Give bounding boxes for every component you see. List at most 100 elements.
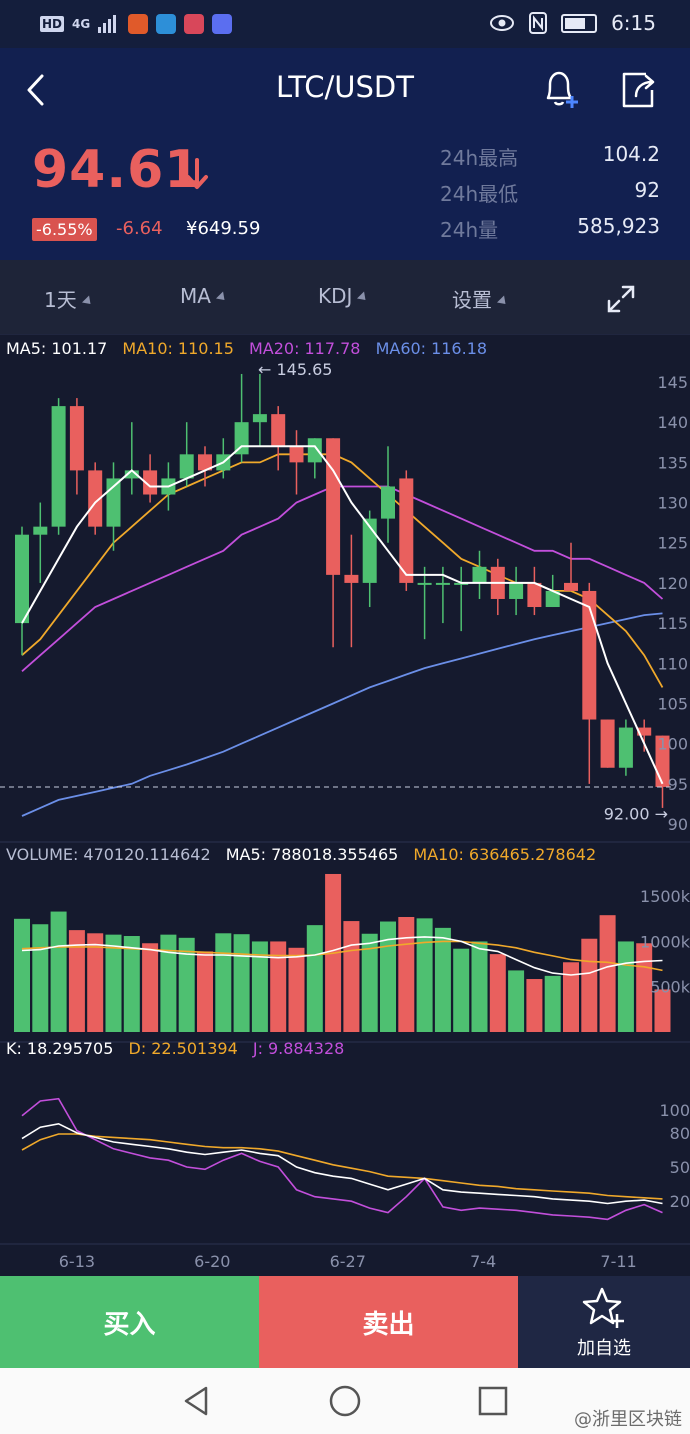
- buy-button[interactable]: 买入: [0, 1276, 259, 1368]
- stat-low-label: 24h最低: [440, 182, 519, 206]
- price-tick-label: 145: [657, 373, 688, 392]
- volume-bar: [160, 934, 177, 1032]
- volume-bar: [87, 933, 104, 1032]
- min-price-label: 92.00 →: [604, 804, 668, 823]
- volume-ma5-label: MA5:: [226, 845, 266, 864]
- volume-bar: [544, 975, 561, 1032]
- price-tick-label: 95: [668, 775, 688, 794]
- kdj-j-line: [21, 1097, 663, 1221]
- volume-bar: [14, 918, 30, 1032]
- candle-body: [69, 406, 84, 471]
- kdj-legend: K: 18.295705 D: 22.501394 J: 9.884328: [6, 1039, 344, 1058]
- tab-ma[interactable]: MA: [180, 284, 228, 308]
- chart-toolbar: [0, 260, 690, 334]
- ma60-label: MA60:: [376, 339, 427, 358]
- date-tick-label: 6-13: [59, 1252, 95, 1271]
- price-tick-label: 110: [657, 654, 688, 673]
- dropdown-icon: [215, 291, 228, 304]
- candle-body: [381, 486, 395, 519]
- kline-chart[interactable]: 145 140 135 130 125 120 115 110 105 100 95 90 1500k…: [0, 334, 690, 1276]
- nav-back-icon[interactable]: [180, 1384, 214, 1418]
- price-tick-label: 140: [657, 413, 688, 432]
- candle-body: [545, 590, 560, 608]
- ma20-value: 117.78: [304, 339, 360, 358]
- candle-body: [326, 438, 341, 575]
- price-tick-label: 100: [657, 735, 688, 754]
- back-arrow-icon[interactable]: [22, 70, 52, 110]
- kdj-k-line: [21, 1122, 663, 1205]
- watermark: @浙里区块链: [574, 1409, 682, 1430]
- candle-body: [509, 582, 524, 599]
- d-value: 22.501394: [151, 1039, 238, 1058]
- candle-body: [15, 534, 29, 624]
- price-tick-label: 135: [657, 453, 688, 472]
- candle-body: [362, 518, 377, 583]
- tab-ma-label: MA: [180, 284, 211, 308]
- volume-bar: [654, 989, 671, 1032]
- last-price: 94.61: [32, 140, 202, 200]
- status-time: 6:15: [611, 11, 656, 35]
- candle-body: [252, 414, 267, 423]
- ma5-value: 101.17: [51, 339, 107, 358]
- cny-price: ¥649.59: [186, 218, 261, 239]
- candle-body: [344, 574, 359, 583]
- stat-volume-value: 585,923: [577, 214, 660, 238]
- fullscreen-icon[interactable]: [606, 284, 636, 314]
- price-tick-label: 120: [657, 574, 688, 593]
- candle-body: [51, 406, 66, 527]
- volume-tick-label: 1000k: [640, 932, 690, 951]
- volume-bar: [270, 941, 287, 1032]
- volume-bar: [434, 927, 451, 1032]
- nav-home-icon[interactable]: [328, 1384, 362, 1418]
- candle-body: [582, 590, 597, 720]
- volume-bar: [380, 921, 396, 1032]
- battery-icon: [561, 13, 598, 33]
- tab-settings-label: 设置: [452, 288, 492, 312]
- max-price-label: ← 145.65: [258, 360, 332, 379]
- hd-badge: HD: [40, 16, 65, 32]
- volume-ma5-value: 788018.355465: [271, 845, 398, 864]
- ma20-label: MA20:: [249, 339, 300, 358]
- volume-ma5-line: [21, 936, 663, 976]
- stat-low-value: 92: [634, 178, 660, 202]
- network-indicator: 4G: [72, 17, 91, 31]
- candle-body: [637, 727, 652, 736]
- candle-body: [271, 414, 286, 447]
- ma10-line: [21, 453, 664, 688]
- volume-bar: [563, 962, 579, 1032]
- volume-bar: [50, 911, 67, 1032]
- page-title: LTC/USDT: [276, 70, 414, 104]
- candle-body: [307, 438, 322, 463]
- tab-kdj[interactable]: KDJ: [318, 284, 370, 308]
- bell-add-alert-icon[interactable]: [540, 68, 580, 112]
- sell-button[interactable]: 卖出: [259, 1276, 518, 1368]
- price-tick-label: 125: [657, 534, 688, 553]
- candle-body: [618, 727, 633, 768]
- volume-bar: [453, 948, 470, 1032]
- kdj-tick-label: 50: [670, 1158, 690, 1177]
- app-notification-icon: [184, 14, 205, 34]
- date-tick-label: 7-11: [600, 1252, 636, 1271]
- ma-legend: MA5: 101.17 MA10: 110.15 MA20: 117.78 MA60:…: [6, 339, 487, 358]
- share-icon[interactable]: [616, 68, 660, 112]
- nav-recents-icon[interactable]: [476, 1384, 510, 1418]
- volume-ma10-label: MA10:: [413, 845, 464, 864]
- tab-interval[interactable]: 1天: [44, 284, 94, 313]
- price-tick-label: 105: [657, 694, 688, 713]
- tab-interval-label: 1天: [44, 288, 77, 312]
- add-favorite-button[interactable]: 加自选: [518, 1276, 690, 1368]
- volume-bar: [251, 941, 268, 1032]
- volume-bar: [68, 930, 85, 1032]
- app-notification-icon: [128, 14, 149, 34]
- status-left: HD 4G: [40, 14, 233, 34]
- volume-value: 470120.114642: [83, 845, 210, 864]
- kdj-tick-label: 20: [670, 1192, 690, 1211]
- tab-settings[interactable]: 设置: [452, 284, 510, 313]
- kdj-tick-label: 80: [670, 1124, 690, 1143]
- nfc-icon: [529, 12, 548, 34]
- date-tick-label: 6-20: [194, 1252, 230, 1271]
- dropdown-icon: [357, 291, 370, 304]
- volume-bar: [123, 936, 140, 1032]
- kdj-d-line: [21, 1133, 663, 1200]
- signal-icon: [98, 15, 117, 33]
